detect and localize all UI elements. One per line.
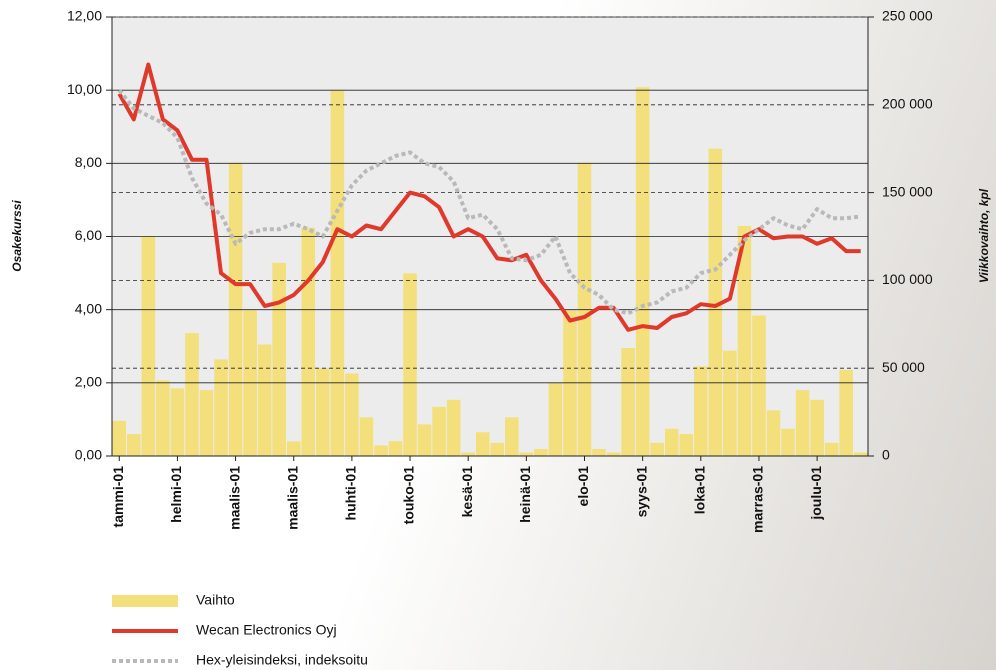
y-axis-label: Osakekurssi <box>10 200 24 272</box>
bar <box>694 366 708 456</box>
x-tick-label: touko-01 <box>401 466 417 525</box>
bar <box>432 406 446 456</box>
y2-tick-label: 0 <box>882 447 890 463</box>
y-tick-label: 2,00 <box>75 374 102 390</box>
bar <box>446 399 461 456</box>
x-tick-label: huhti-01 <box>343 466 359 521</box>
bar <box>490 442 505 456</box>
x-tick-label: helmi-01 <box>168 466 184 523</box>
bar <box>141 236 156 456</box>
bar <box>708 148 723 456</box>
bar <box>505 417 519 456</box>
legend-label: Hex-yleisindeksi, indeksoitu <box>196 652 368 668</box>
x-tick-label: joulu-01 <box>808 466 824 521</box>
legend-label: Wecan Electronics Oyj <box>196 622 337 638</box>
bar <box>272 262 286 456</box>
y2-tick-label: 250 000 <box>882 8 933 24</box>
y2-tick-label: 150 000 <box>882 183 933 199</box>
bar <box>752 315 766 456</box>
bar <box>417 424 432 456</box>
bar <box>810 399 824 456</box>
bar <box>824 442 839 456</box>
y-tick-label: 8,00 <box>75 154 102 170</box>
y2-tick-label: 200 000 <box>882 96 933 112</box>
bar <box>679 434 694 456</box>
bar <box>664 428 679 456</box>
bar <box>795 390 810 456</box>
bar <box>330 90 345 456</box>
bar <box>359 417 374 456</box>
y2-axis-label: Viikkovaihto, kpl <box>977 188 991 283</box>
bar <box>112 420 127 456</box>
y-tick-label: 6,00 <box>75 227 102 243</box>
bar <box>592 448 606 456</box>
bar <box>185 333 199 456</box>
y-tick-label: 12,00 <box>67 8 102 24</box>
bar <box>301 227 316 456</box>
bar <box>737 225 752 456</box>
bar <box>606 452 621 456</box>
bar <box>214 359 228 456</box>
bar <box>403 273 417 456</box>
bar <box>461 452 475 456</box>
y2-tick-label: 50 000 <box>882 359 925 375</box>
x-tick-label: elo-01 <box>575 466 591 507</box>
bar <box>170 388 185 456</box>
line-series <box>117 88 861 316</box>
bar <box>316 368 330 456</box>
x-tick-label: marras-01 <box>750 466 766 533</box>
bar <box>519 452 534 456</box>
bar <box>853 452 868 456</box>
bar <box>127 434 141 456</box>
x-tick-label: loka-01 <box>692 466 708 514</box>
bar <box>534 448 548 456</box>
x-tick-label: maalis-01 <box>226 466 242 530</box>
x-tick-label: heinä-01 <box>517 466 533 523</box>
bar <box>345 373 359 456</box>
bar <box>388 441 403 456</box>
bar <box>199 390 214 456</box>
bar <box>766 410 781 456</box>
x-tick-label: syys-01 <box>633 466 649 518</box>
bar <box>621 348 635 456</box>
y2-tick-label: 100 000 <box>882 271 933 287</box>
bar <box>257 344 272 456</box>
bar <box>723 350 737 456</box>
x-tick-label: maalis-01 <box>284 466 300 530</box>
bar <box>839 369 853 456</box>
legend-swatch <box>112 595 178 607</box>
y-tick-label: 4,00 <box>75 300 102 316</box>
bar <box>781 428 795 456</box>
bar <box>286 441 301 456</box>
bar <box>475 432 490 456</box>
bar <box>548 383 563 456</box>
bar <box>635 87 650 457</box>
bar <box>156 380 170 456</box>
legend-label: Vaihto <box>196 592 235 608</box>
bar <box>374 445 388 456</box>
x-tick-label: tammi-01 <box>110 466 126 528</box>
x-tick-label: kesä-01 <box>459 466 475 518</box>
y-tick-label: 0,00 <box>75 447 102 463</box>
line-series <box>117 62 861 332</box>
y-tick-label: 10,00 <box>67 81 102 97</box>
bar <box>650 442 664 456</box>
